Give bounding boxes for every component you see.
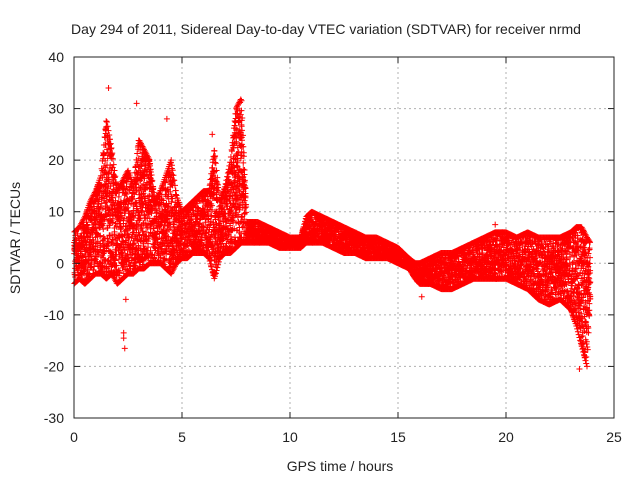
data-point <box>96 206 103 213</box>
data-points <box>71 84 594 373</box>
data-point <box>91 225 98 232</box>
data-point <box>96 249 103 256</box>
data-point <box>98 200 105 207</box>
data-point <box>88 215 95 222</box>
data-point <box>134 150 141 157</box>
data-point <box>100 220 107 227</box>
data-point <box>84 229 91 236</box>
data-point <box>94 230 101 237</box>
data-point <box>97 232 104 239</box>
chart-title: Day 294 of 2011, Sidereal Day-to-day VTE… <box>71 21 581 37</box>
data-point <box>96 187 103 194</box>
data-point <box>100 151 107 158</box>
data-point <box>211 147 218 154</box>
data-point <box>103 118 110 125</box>
data-point <box>100 226 107 233</box>
data-point <box>92 243 99 250</box>
data-point <box>72 271 79 278</box>
data-point <box>103 118 110 125</box>
data-point <box>79 253 86 260</box>
data-point <box>172 187 179 194</box>
data-point <box>80 216 87 223</box>
data-point <box>87 261 94 268</box>
